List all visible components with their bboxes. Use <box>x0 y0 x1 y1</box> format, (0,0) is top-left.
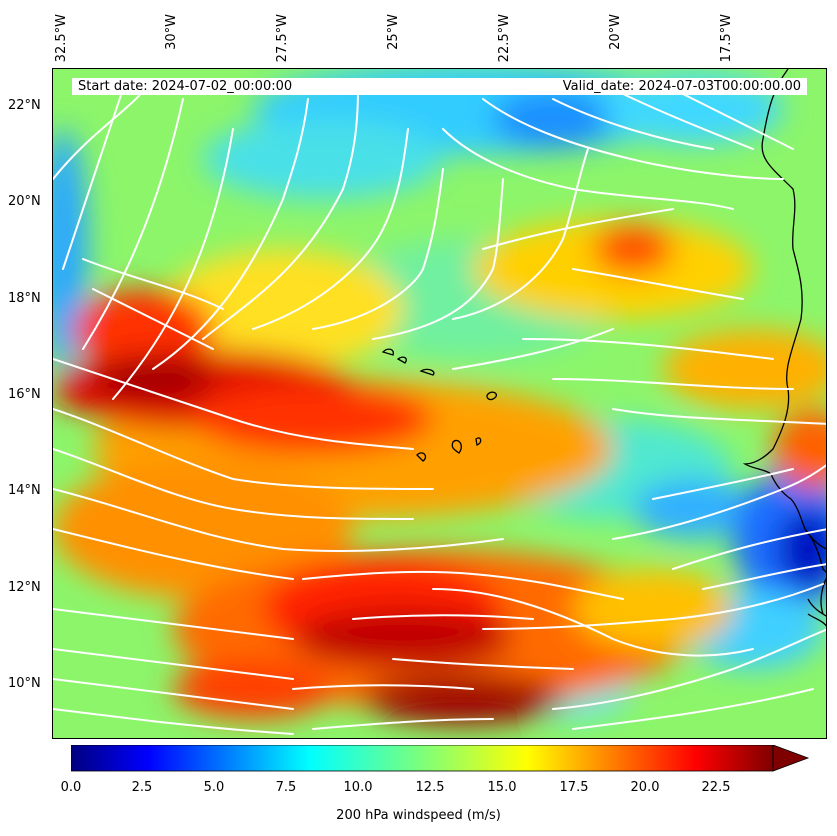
colorbar-tick-10: 10.0 <box>343 780 373 795</box>
colorbar-gradient <box>71 745 774 772</box>
streamlines <box>53 78 826 735</box>
lon-label-30w: 30°W <box>164 14 179 50</box>
lon-label-22-5w: 22.5°W <box>497 14 512 63</box>
colorbar-tick-20: 20.0 <box>630 780 660 795</box>
colorbar-tick-17-5: 17.5 <box>559 780 589 795</box>
lat-label-22n: 22°N <box>8 98 41 113</box>
lon-label-20w: 20°W <box>608 14 623 50</box>
lon-label-32-5w: 32.5°W <box>54 14 69 63</box>
colorbar-tick-15: 15.0 <box>487 780 517 795</box>
colorbar-tick-7-5: 7.5 <box>275 780 297 795</box>
colorbar-label: 200 hPa windspeed (m/s) <box>336 808 501 823</box>
start-date-label: Start date: 2024-07-02_00:00:00 <box>78 79 293 94</box>
lat-label-12n: 12°N <box>8 580 41 595</box>
lat-label-10n: 10°N <box>8 676 41 691</box>
colorbar-tick-5: 5.0 <box>203 780 225 795</box>
colorbar-tick-0: 0.0 <box>60 780 82 795</box>
lat-label-16n: 16°N <box>8 387 41 402</box>
colorbar <box>71 745 810 772</box>
map-canvas <box>53 69 826 738</box>
colorbar-tick-22-5: 22.5 <box>701 780 731 795</box>
lat-label-14n: 14°N <box>8 483 41 498</box>
colorbar-tick-12-5: 12.5 <box>415 780 445 795</box>
valid-date-label: Valid_date: 2024-07-03T00:00:00.00 <box>562 79 801 94</box>
lon-label-17-5w: 17.5°W <box>719 14 734 63</box>
lon-label-25w: 25°W <box>386 14 401 50</box>
windspeed-map[interactable] <box>52 68 827 739</box>
lat-label-18n: 18°N <box>8 291 41 306</box>
colorbar-extend-arrow <box>772 745 810 772</box>
lon-label-27-5w: 27.5°W <box>275 14 290 63</box>
lat-label-20n: 20°N <box>8 194 41 209</box>
colorbar-tick-2-5: 2.5 <box>131 780 153 795</box>
date-header: Start date: 2024-07-02_00:00:00 Valid_da… <box>72 78 807 95</box>
